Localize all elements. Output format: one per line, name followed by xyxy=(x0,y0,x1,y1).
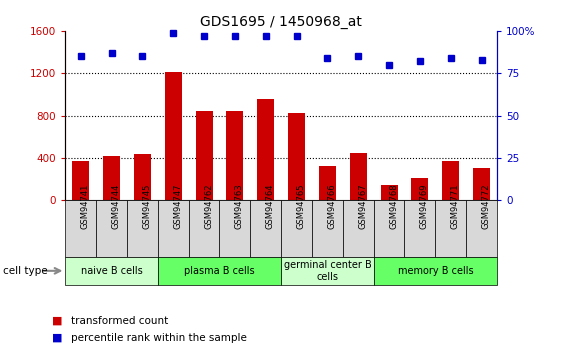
Bar xyxy=(158,200,189,257)
Text: GSM94741: GSM94741 xyxy=(81,183,90,228)
Text: percentile rank within the sample: percentile rank within the sample xyxy=(71,333,247,343)
Text: naive B cells: naive B cells xyxy=(81,266,143,276)
Bar xyxy=(473,168,490,200)
Text: ■: ■ xyxy=(52,333,62,343)
Text: GSM94744: GSM94744 xyxy=(111,183,120,228)
Bar xyxy=(374,257,497,285)
Bar xyxy=(250,200,281,257)
Bar xyxy=(65,200,96,257)
Bar xyxy=(96,200,127,257)
Text: GSM94745: GSM94745 xyxy=(143,183,152,228)
Bar xyxy=(312,200,343,257)
Title: GDS1695 / 1450968_at: GDS1695 / 1450968_at xyxy=(201,14,362,29)
Bar xyxy=(466,200,497,257)
Bar xyxy=(257,99,274,200)
Bar xyxy=(350,152,367,200)
Text: cell type: cell type xyxy=(3,266,48,276)
Bar xyxy=(281,200,312,257)
Bar xyxy=(288,114,305,200)
Text: GSM94766: GSM94766 xyxy=(327,183,336,228)
Bar xyxy=(127,200,158,257)
Text: GSM94747: GSM94747 xyxy=(173,183,182,228)
Text: GSM94765: GSM94765 xyxy=(296,183,306,228)
Text: GSM94767: GSM94767 xyxy=(358,183,367,228)
Text: GSM94768: GSM94768 xyxy=(389,183,398,228)
Text: GSM94762: GSM94762 xyxy=(204,183,213,228)
Text: ■: ■ xyxy=(52,316,62,326)
Bar xyxy=(165,72,182,200)
Text: germinal center B
cells: germinal center B cells xyxy=(283,260,371,282)
Bar xyxy=(195,111,212,200)
Text: GSM94764: GSM94764 xyxy=(266,183,275,228)
Text: GSM94763: GSM94763 xyxy=(235,183,244,228)
Text: GSM94769: GSM94769 xyxy=(420,183,429,228)
Bar xyxy=(219,200,250,257)
Text: plasma B cells: plasma B cells xyxy=(184,266,255,276)
Bar xyxy=(381,185,398,200)
Bar xyxy=(134,154,151,200)
Bar xyxy=(343,200,374,257)
Text: GSM94772: GSM94772 xyxy=(482,183,491,228)
Bar xyxy=(404,200,435,257)
Bar xyxy=(411,178,428,200)
Bar xyxy=(319,166,336,200)
Bar xyxy=(65,257,158,285)
Bar xyxy=(103,156,120,200)
Bar xyxy=(189,200,219,257)
Bar xyxy=(374,200,404,257)
Text: memory B cells: memory B cells xyxy=(398,266,473,276)
Bar xyxy=(72,161,89,200)
Bar xyxy=(227,111,243,200)
Text: transformed count: transformed count xyxy=(71,316,168,326)
Bar xyxy=(435,200,466,257)
Bar xyxy=(281,257,374,285)
Text: GSM94771: GSM94771 xyxy=(451,183,460,228)
Bar xyxy=(442,161,459,200)
Bar xyxy=(158,257,281,285)
